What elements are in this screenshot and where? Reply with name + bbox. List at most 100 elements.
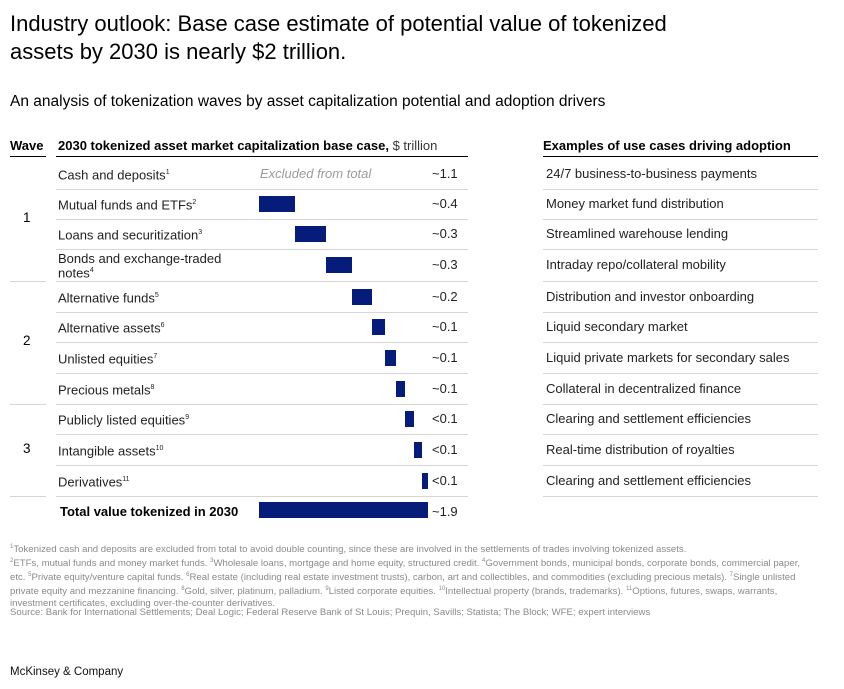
asset-name: Unlisted equities [58, 350, 154, 366]
use-case-label: Liquid private markets for secondary sal… [546, 349, 790, 365]
wave-divider [10, 496, 46, 497]
row-divider [543, 373, 818, 374]
value-label: ~0.4 [432, 196, 458, 211]
waterfall-bar [421, 472, 428, 489]
footnote-number: 3 [210, 557, 214, 564]
footnote-marker: 8 [150, 383, 155, 391]
waterfall-bar [405, 411, 415, 427]
footnote: 8Gold, silver, platinum, palladium. [181, 586, 325, 597]
asset-name: Cash and deposits [58, 166, 166, 182]
waterfall-bar [396, 380, 406, 397]
footnote-text: Government bonds, municipal bonds, corpo… [10, 558, 801, 583]
waterfall-bar [259, 196, 296, 212]
row-divider [543, 249, 818, 250]
footnote: 6Real estate (including real estate inve… [186, 572, 730, 583]
use-case-label: Clearing and settlement efficiencies [546, 411, 751, 426]
value-label: <0.1 [432, 441, 458, 457]
value-label: ~0.1 [432, 349, 458, 365]
row-divider [543, 465, 818, 466]
footnote-number: 9 [325, 585, 329, 592]
wave-divider [10, 281, 46, 282]
footnote-text: Private equity/venture capital funds. [31, 571, 187, 583]
footnote-number: 7 [729, 571, 733, 578]
use-case-label: 24/7 business-to-business payments [546, 165, 758, 181]
waterfall-bar [351, 288, 372, 305]
excluded-from-total-label: Excluded from total [260, 166, 372, 181]
asset-name: Loans and securitization [58, 227, 199, 243]
footnote-number: 11 [626, 585, 633, 592]
asset-label: Mutual funds and ETFs2 [58, 197, 258, 211]
asset-name: Precious metals [58, 381, 151, 397]
total-label: Total value tokenized in 2030 [60, 504, 239, 519]
footnote-marker: 9 [185, 414, 190, 421]
footnote: 5Private equity/venture capital funds. [28, 572, 186, 583]
capitalization-header-bold: 2030 tokenized asset market capitalizati… [58, 138, 389, 153]
asset-name: Alternative funds [58, 289, 155, 305]
asset-name: Bonds and exchange-traded notes [58, 251, 222, 281]
value-label: <0.1 [432, 411, 458, 426]
row-divider [56, 373, 468, 374]
footnote-marker: 6 [160, 322, 165, 329]
row-divider [543, 312, 818, 313]
value-label: ~0.3 [432, 226, 458, 241]
footnote-marker: 11 [122, 475, 130, 483]
footnotes: 1Tokenized cash and deposits are exclude… [10, 542, 810, 609]
asset-label: Alternative assets6 [58, 320, 258, 334]
row-divider [56, 281, 468, 282]
footnote: 2ETFs, mutual funds and money market fun… [10, 558, 210, 569]
asset-name: Publicly listed equities [58, 412, 186, 428]
use-case-label: Liquid secondary market [546, 319, 688, 334]
footnote: 1Tokenized cash and deposits are exclude… [10, 544, 686, 555]
row-divider [56, 312, 468, 313]
footnote-text: Listed corporate equities. [328, 585, 439, 597]
asset-name: Mutual funds and ETFs [58, 197, 193, 213]
row-divider [543, 281, 818, 282]
use-case-label: Collateral in decentralized finance [546, 380, 742, 396]
row-divider [543, 219, 818, 220]
waterfall-bar [326, 257, 352, 273]
row-divider [543, 189, 818, 190]
asset-label: Precious metals8 [58, 382, 258, 396]
footnote-text: Real estate (including real estate inves… [189, 571, 730, 583]
footnote-marker: 10 [155, 444, 164, 452]
row-divider [56, 249, 468, 250]
footnote-text: Single unlisted private equity and mezza… [10, 571, 796, 597]
waterfall-bar [259, 502, 428, 518]
footnote-marker: 1 [165, 168, 170, 176]
footnote-number: 6 [186, 571, 190, 578]
asset-label: Intangible assets10 [58, 443, 258, 457]
row-divider [56, 404, 468, 405]
footnote-text: Wholesale loans, mortgage and home equit… [213, 558, 483, 570]
footnote-text: Intellectual property (brands, trademark… [445, 585, 626, 597]
row-divider [56, 189, 468, 190]
waterfall-bar [414, 441, 422, 458]
chart-subtitle: An analysis of tokenization waves by ass… [10, 93, 606, 110]
value-label: ~0.1 [432, 380, 458, 396]
footnote-marker: 2 [192, 199, 197, 206]
row-divider [56, 434, 468, 435]
wave-header-rule [10, 156, 46, 157]
asset-label: Cash and deposits1 [58, 167, 258, 181]
use-case-label: Intraday repo/collateral mobility [546, 257, 726, 272]
wave-number: 1 [23, 210, 31, 225]
value-label: ~1.1 [432, 165, 458, 181]
value-label: ~0.3 [432, 257, 458, 272]
waterfall-bar [295, 226, 327, 242]
footnote-number: 10 [438, 585, 446, 592]
asset-name: Intangible assets [58, 442, 156, 458]
footnote-marker: 4 [89, 267, 94, 274]
use-cases-header: Examples of use cases driving adoption [543, 138, 791, 153]
footnote-marker: 7 [153, 352, 158, 360]
footnote: 4Government bonds, municipal bonds, corp… [10, 558, 800, 583]
waterfall-bar [385, 349, 397, 366]
footnote-number: 1 [10, 544, 14, 550]
wave-header: Wave [10, 138, 44, 153]
footnote-text: ETFs, mutual funds and money market fund… [13, 558, 211, 570]
row-divider [56, 219, 468, 220]
asset-label: Derivatives11 [58, 474, 258, 488]
use-case-label: Real-time distribution of royalties [546, 441, 735, 457]
row-divider [543, 496, 818, 497]
footnote: 9Listed corporate equities. [325, 586, 438, 597]
capitalization-header: 2030 tokenized asset market capitalizati… [58, 138, 437, 153]
row-divider [56, 342, 468, 343]
